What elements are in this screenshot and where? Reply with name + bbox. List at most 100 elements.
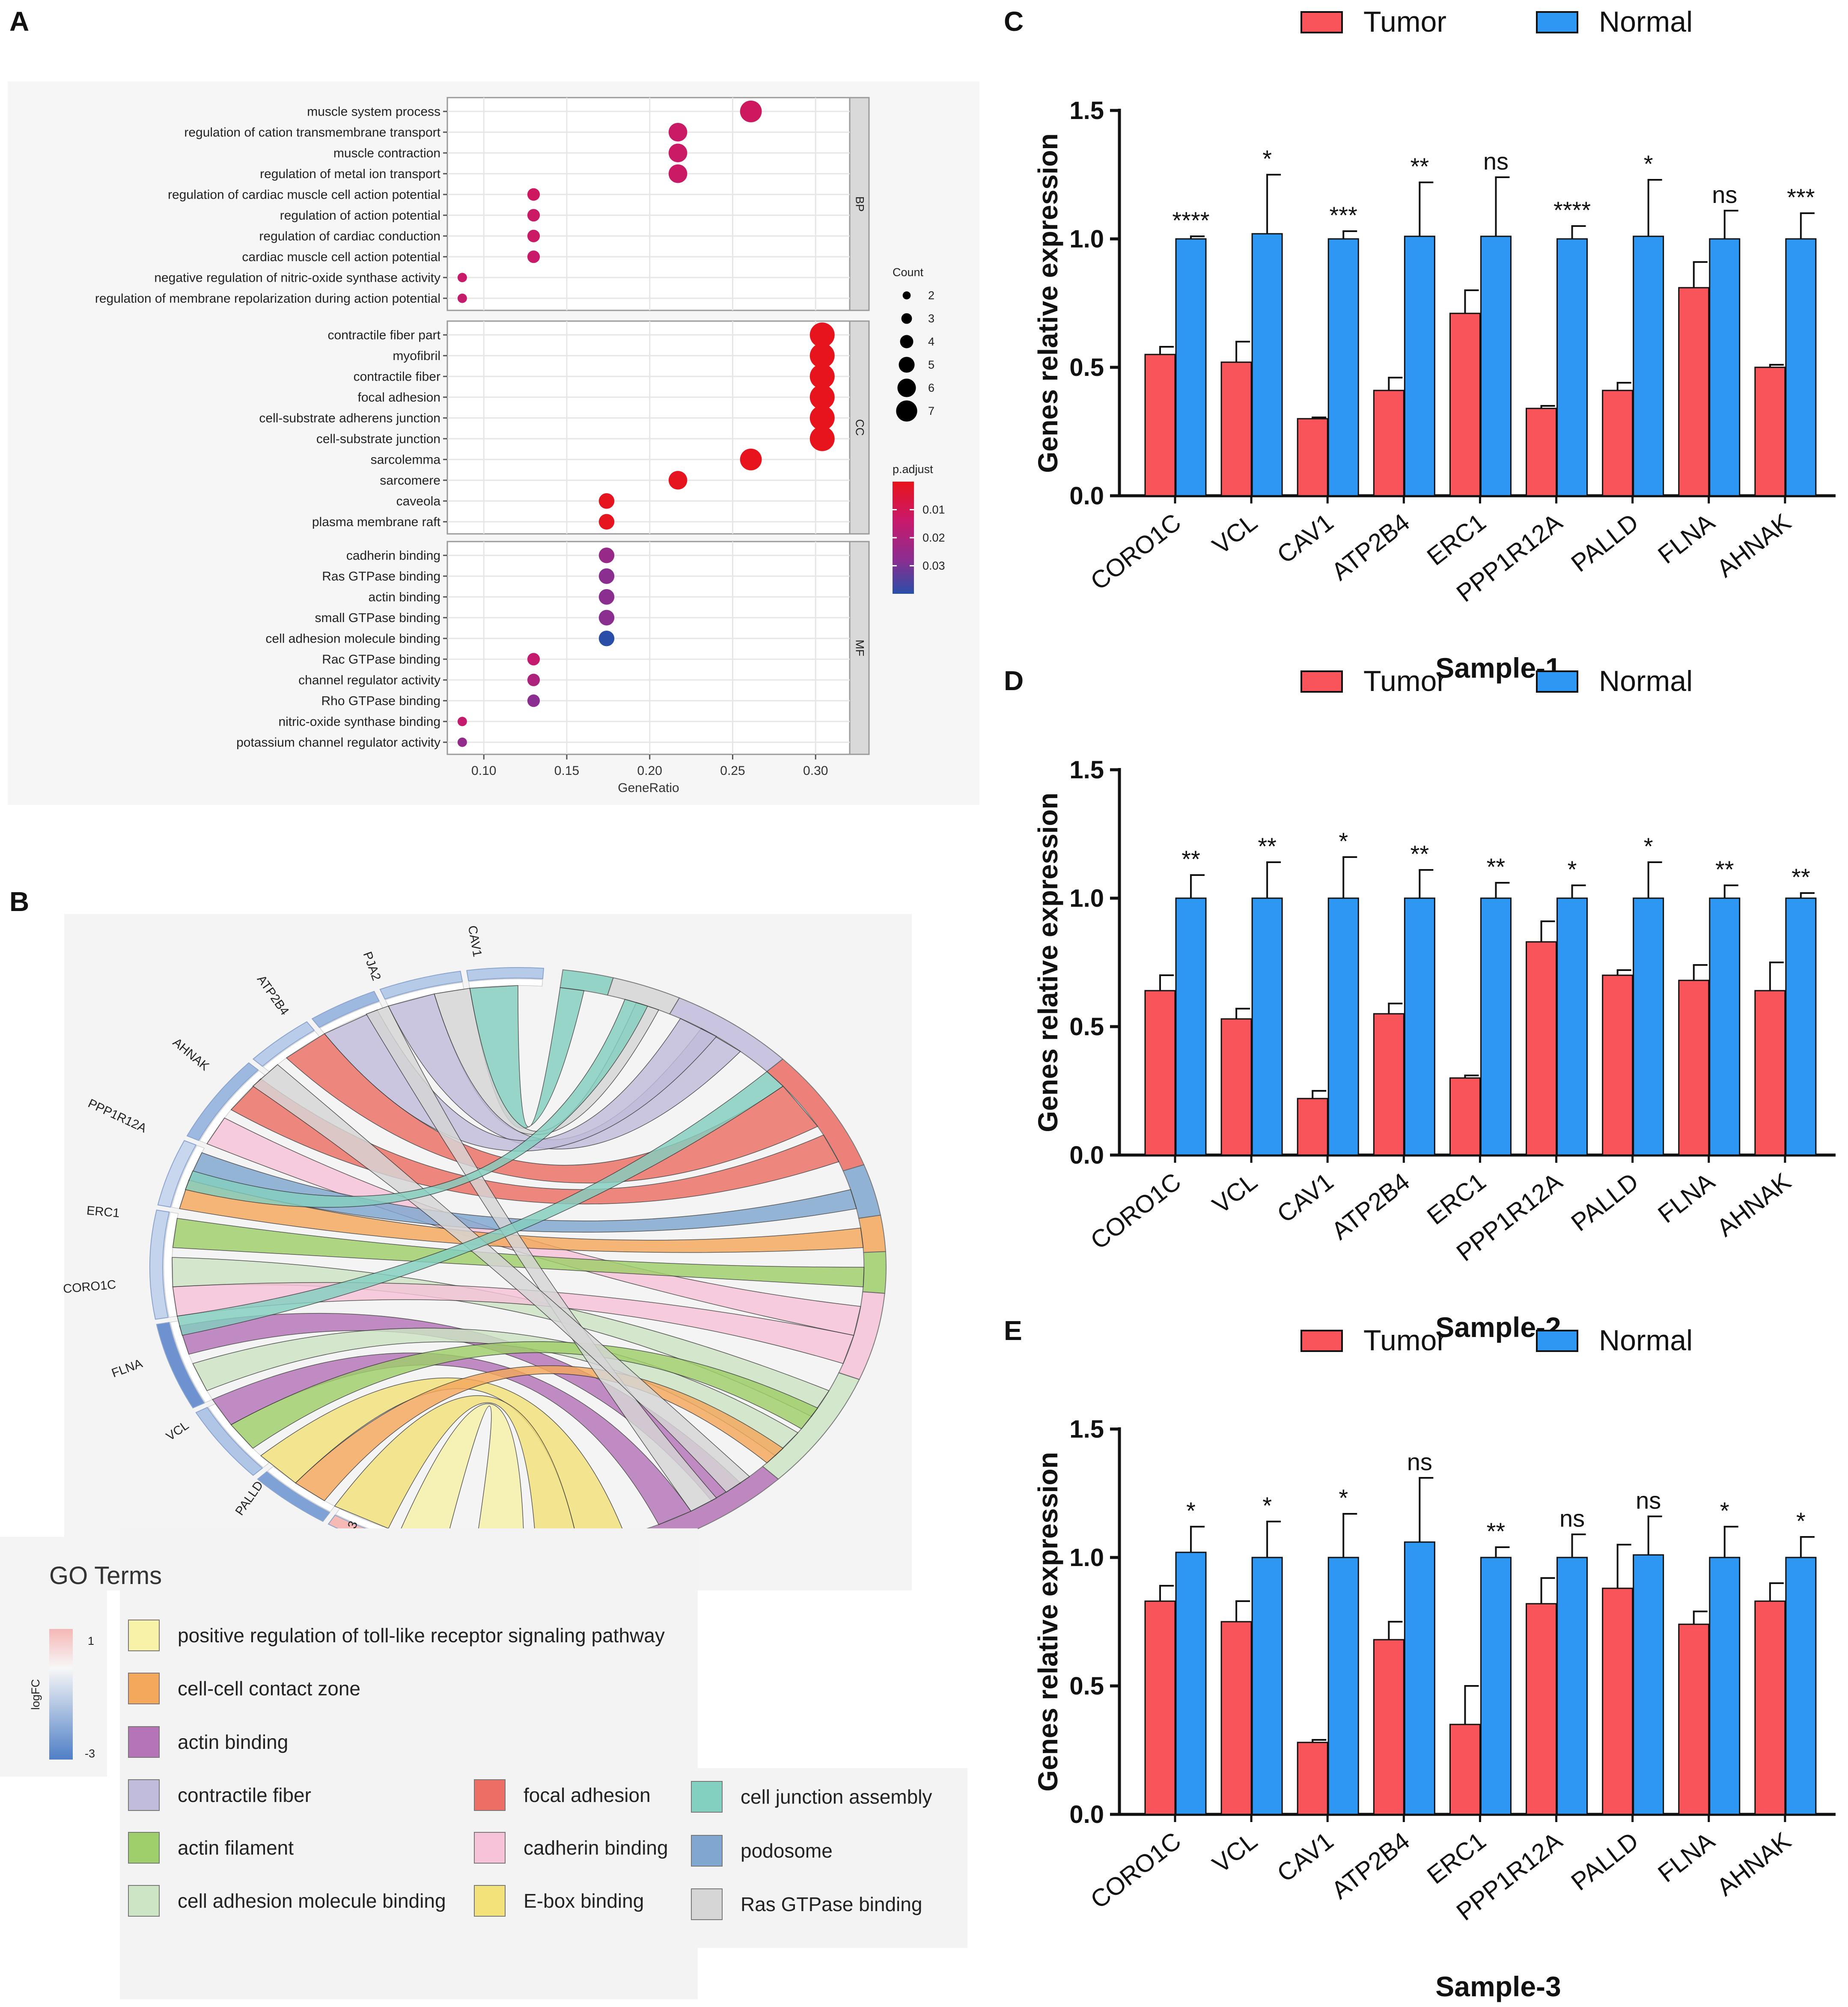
bar-tumor <box>1526 408 1557 497</box>
category-label: CAV1 <box>1272 508 1339 569</box>
bar-tumor <box>1754 990 1786 1156</box>
bar-normal <box>1785 1557 1817 1815</box>
y-tick-label: 1.0 <box>1069 225 1104 253</box>
y-tick-label: 1.0 <box>1069 1544 1104 1572</box>
chord-ribbon <box>172 1218 865 1287</box>
facet-strip-label: CC <box>854 419 866 436</box>
bar-normal <box>1556 238 1588 497</box>
go-term-swatch <box>128 1620 160 1651</box>
chord-gene-inner <box>171 1145 205 1209</box>
chord-gene-segment <box>156 1322 205 1408</box>
bar-normal <box>1404 1541 1435 1815</box>
chord-gene-segment <box>466 967 545 982</box>
chord-ribbon <box>388 993 741 1149</box>
count-legend-dot <box>901 313 912 324</box>
chord-term-segment <box>862 1251 887 1294</box>
category-label: ATP2B4 <box>1326 1167 1415 1245</box>
chord-gene-segment <box>149 1209 170 1320</box>
facet-strip <box>849 97 870 311</box>
significance-label: * <box>1644 833 1653 860</box>
bar-normal <box>1556 1557 1588 1815</box>
bar-tumor <box>1678 287 1710 497</box>
bar-normal <box>1175 238 1207 497</box>
go-term-dot <box>598 631 615 646</box>
go-term-label: cell-substrate junction <box>316 432 440 446</box>
go-term-label: Ras GTPase binding <box>322 569 440 584</box>
category-label: AHNAK <box>1711 1827 1796 1901</box>
go-term-dot <box>457 293 467 303</box>
go-term-dot <box>457 717 467 727</box>
go-term-label: regulation of membrane repolarization du… <box>95 292 440 306</box>
bar-tumor <box>1373 1013 1405 1156</box>
go-term-label: regulation of cardiac conduction <box>259 229 440 243</box>
go-term-label: muscle contraction <box>333 146 440 160</box>
x-tick-label: 0.20 <box>637 764 662 778</box>
x-tick-label: 0.30 <box>803 764 828 778</box>
significance-label: ** <box>1487 1518 1506 1545</box>
significance-label: ** <box>1258 833 1277 860</box>
colorbar-tick-label: 0.01 <box>923 503 945 516</box>
logfc-max-label: 1 <box>88 1635 94 1647</box>
x-tick-label: 0.25 <box>720 764 745 778</box>
go-term-dot <box>809 405 835 431</box>
go-term-label: contractile fiber <box>354 369 440 384</box>
go-term-label: myofibril <box>393 349 440 363</box>
panel-label-a: A <box>9 6 29 37</box>
bar-legend: Tumor Normal <box>1300 1324 1693 1357</box>
padjust-legend: p.adjust 0.01 0.02 0.03 <box>893 463 945 594</box>
y-tick-label: 0.5 <box>1069 1672 1104 1700</box>
count-legend-value: 3 <box>928 312 934 325</box>
panel-label-e: E <box>1004 1315 1022 1346</box>
x-axis-title: GeneRatio <box>618 781 679 795</box>
significance-label: **** <box>1553 197 1591 223</box>
chord-ribbon <box>295 1365 784 1501</box>
category-label: FLNA <box>1653 508 1720 569</box>
bar-tumor <box>1602 974 1634 1156</box>
go-term-legend-label: positive regulation of toll-like recepto… <box>178 1624 665 1647</box>
legend-swatch-normal <box>1536 1330 1578 1352</box>
go-term-swatch <box>691 1781 723 1813</box>
chord-ribbon <box>176 1071 784 1336</box>
go-term-swatch <box>691 1835 723 1867</box>
y-axis-title: Genes relative expression <box>1033 1452 1063 1791</box>
significance-label: ns <box>1712 181 1737 208</box>
go-term-label: cadherin binding <box>346 548 440 563</box>
bar-normal <box>1175 1551 1207 1815</box>
significance-label: *** <box>1330 202 1357 229</box>
count-legend-dot <box>897 378 916 397</box>
bar-normal <box>1404 235 1435 497</box>
bar-normal <box>1633 1554 1664 1815</box>
go-term-label: cardiac muscle cell action potential <box>242 250 440 264</box>
chord-gene-segment <box>257 1471 330 1522</box>
bar-legend: Tumor Normal <box>1300 665 1693 697</box>
y-axis-title: Genes relative expression <box>1033 133 1063 473</box>
significance-label: * <box>1262 145 1272 172</box>
go-term-dot <box>668 122 687 142</box>
bar-normal <box>1633 235 1664 497</box>
category-label: ATP2B4 <box>1326 508 1415 586</box>
go-term-label: regulation of cation transmembrane trans… <box>184 125 440 140</box>
bar-tumor <box>1449 1077 1481 1156</box>
go-term-label: muscle system process <box>307 104 440 119</box>
y-tick-label: 1.5 <box>1069 756 1104 784</box>
count-legend-value: 7 <box>928 405 934 417</box>
chord-gene-inner <box>468 978 543 989</box>
bar-tumor <box>1602 1587 1634 1815</box>
go-term-swatch <box>474 1832 506 1864</box>
go-term-label: sarcolemma <box>371 453 441 467</box>
bar-tumor <box>1144 354 1176 497</box>
bar-normal <box>1709 897 1741 1156</box>
count-legend-value: 2 <box>928 289 934 302</box>
bar-tumor <box>1144 1600 1176 1815</box>
go-term-swatch <box>128 1885 160 1917</box>
count-legend-dot <box>900 335 914 348</box>
go-term-label: potassium channel regulator activity <box>236 736 440 750</box>
bar-normal <box>1175 897 1207 1156</box>
chord-gene-segment <box>379 971 463 1000</box>
go-term-swatch <box>128 1673 160 1704</box>
legend-label-normal: Normal <box>1599 665 1693 697</box>
significance-label: * <box>1186 1497 1196 1524</box>
count-legend-title: Count <box>893 266 924 279</box>
category-label: CAV1 <box>1272 1827 1339 1888</box>
